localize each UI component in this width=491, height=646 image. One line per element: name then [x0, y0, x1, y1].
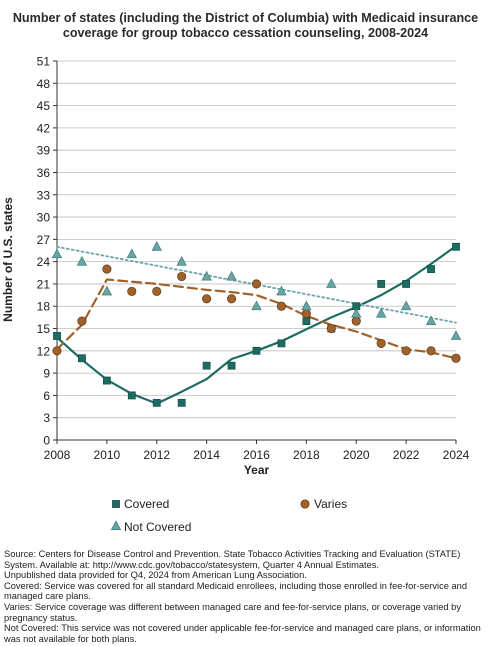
data-point-varies — [401, 346, 411, 356]
note-not-covered-definition: Not Covered: This service was not covere… — [4, 623, 481, 644]
x-tick-label: 2008 — [44, 448, 71, 462]
x-tick-label: 2020 — [343, 448, 370, 462]
note-source: Source: Centers for Disease Control and … — [4, 549, 461, 570]
data-point-covered — [277, 339, 286, 348]
data-point-varies — [177, 271, 187, 282]
data-point-not-covered — [126, 248, 137, 259]
x-tick-label: 2012 — [143, 448, 170, 462]
y-tick-label: 3 — [43, 411, 50, 425]
y-tick-label: 6 — [43, 389, 50, 403]
source-notes: Source: Centers for Disease Control and … — [4, 549, 488, 644]
data-point-covered — [202, 361, 211, 370]
legend-not-covered-label: Not Covered — [124, 520, 192, 534]
legend-varies-marker — [300, 499, 310, 509]
note-unpublished: Unpublished data provided for Q4, 2024 f… — [4, 570, 307, 581]
data-point-covered — [252, 346, 261, 355]
trend-line-not-covered — [56, 245, 457, 324]
legend-covered-label: Covered — [124, 497, 170, 511]
y-tick-label: 15 — [37, 322, 51, 336]
data-point-covered — [177, 398, 186, 407]
data-point-covered — [302, 317, 311, 325]
data-point-varies — [351, 316, 361, 326]
trend-line-varies — [55, 278, 458, 360]
data-point-varies — [52, 346, 62, 356]
data-point-varies — [227, 294, 237, 304]
y-tick-label: 0 — [43, 434, 50, 448]
y-tick-label: 45 — [37, 99, 51, 113]
data-point-not-covered — [76, 255, 88, 266]
data-point-not-covered — [301, 300, 312, 311]
data-point-not-covered — [400, 300, 412, 311]
data-point-not-covered — [450, 330, 462, 340]
data-point-not-covered — [425, 315, 437, 326]
data-point-covered — [102, 376, 111, 385]
y-tick-label: 33 — [37, 188, 51, 202]
data-point-varies — [301, 309, 311, 319]
x-axis-label: Year — [244, 463, 270, 477]
y-tick-label: 51 — [37, 55, 51, 69]
data-point-not-covered — [351, 307, 362, 318]
data-point-covered — [78, 354, 86, 363]
data-point-varies — [326, 323, 336, 334]
y-tick-label: 42 — [37, 121, 51, 135]
data-point-varies — [152, 286, 162, 296]
data-point-varies — [451, 353, 461, 363]
y-tick-label: 39 — [37, 144, 51, 158]
data-point-not-covered — [251, 300, 262, 311]
data-point-covered — [402, 280, 411, 288]
data-point-covered — [452, 242, 460, 251]
x-tick-label: 2014 — [193, 448, 220, 462]
y-tick-label: 18 — [37, 300, 51, 314]
data-point-covered — [427, 265, 435, 273]
data-point-not-covered — [226, 270, 237, 281]
x-tick-label: 2010 — [94, 448, 121, 462]
legend-varies-label: Varies — [314, 497, 348, 511]
y-tick-label: 36 — [37, 166, 51, 180]
legend-covered-marker — [112, 500, 120, 508]
note-varies-definition: Varies: Service coverage was different b… — [4, 601, 461, 623]
data-point-varies — [376, 338, 386, 348]
data-point-not-covered — [151, 241, 162, 251]
data-point-varies — [251, 279, 262, 289]
y-tick-label: 48 — [37, 77, 51, 91]
y-tick-label: 30 — [37, 211, 51, 225]
data-point-covered — [377, 280, 386, 288]
x-tick-label: 2016 — [243, 448, 270, 462]
y-tick-label: 21 — [37, 277, 51, 291]
legend-not-covered-marker — [110, 520, 122, 530]
data-point-covered — [127, 391, 136, 400]
y-axis-label: Number of U.S. states — [1, 197, 15, 322]
trend-line-covered — [55, 244, 458, 405]
data-point-varies — [77, 316, 87, 326]
y-tick-label: 24 — [37, 255, 51, 269]
y-tick-label: 12 — [37, 344, 51, 358]
data-point-covered — [152, 398, 161, 407]
data-point-not-covered — [201, 270, 212, 281]
x-tick-label: 2024 — [443, 448, 470, 462]
note-covered-definition: Covered: Service was covered for all sta… — [4, 580, 468, 602]
y-tick-label: 27 — [37, 233, 51, 247]
data-point-covered — [227, 361, 236, 370]
chart-title: Number of states (including the District… — [12, 11, 479, 40]
x-tick-label: 2018 — [293, 448, 320, 462]
x-tick-label: 2022 — [393, 448, 420, 462]
data-point-varies — [202, 294, 212, 304]
data-point-not-covered — [51, 248, 63, 259]
y-tick-label: 9 — [43, 367, 50, 381]
data-point-not-covered — [101, 285, 113, 296]
data-point-covered — [53, 332, 61, 340]
data-point-varies — [276, 301, 286, 311]
data-point-not-covered — [176, 255, 187, 266]
data-point-varies — [426, 346, 436, 356]
data-point-varies — [127, 286, 137, 296]
data-point-not-covered — [276, 285, 287, 296]
data-point-not-covered — [376, 307, 387, 318]
data-point-not-covered — [326, 278, 337, 288]
data-point-varies — [102, 264, 112, 274]
